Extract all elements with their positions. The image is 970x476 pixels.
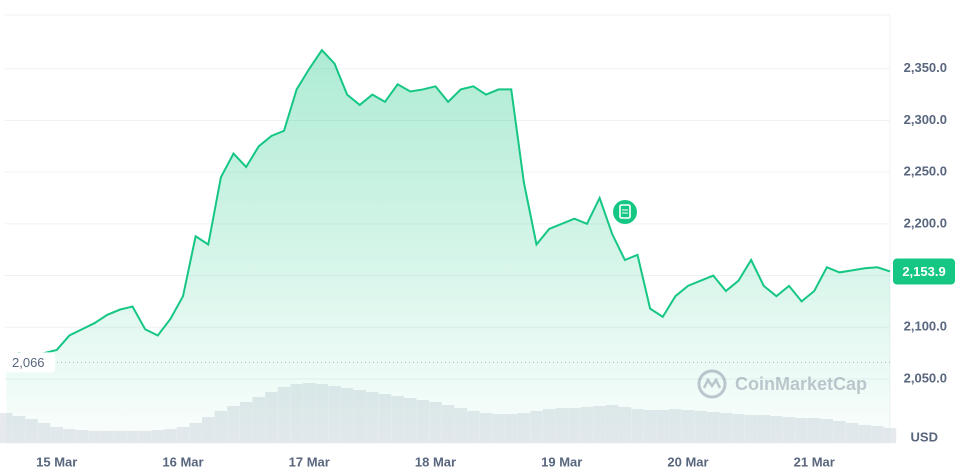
x-tick-label: 18 Mar [415,454,456,469]
reference-label-box [5,352,55,373]
x-tick-label: 19 Mar [541,454,582,469]
y-tick-label: 2,250.0 [904,164,947,179]
y-tick-label: 2,050.0 [904,370,947,385]
current-price-box [893,258,955,285]
y-tick-label: 2,200.0 [904,215,947,230]
x-tick-label: 15 Mar [36,454,77,469]
watermark: CoinMarketCap [697,369,867,399]
current-price-label: 2,153.9 [902,264,945,279]
x-tick-label: 21 Mar [794,454,835,469]
unit-label: USD [911,429,938,444]
x-tick-label: 17 Mar [289,454,330,469]
y-tick-label: 2,100.0 [904,319,947,334]
note-icon[interactable] [613,200,637,224]
x-tick-label: 16 Mar [162,454,203,469]
y-tick-label: 2,300.0 [904,112,947,127]
x-tick-label: 20 Mar [667,454,708,469]
reference-label: 2,066 [12,355,45,370]
price-area [6,50,890,444]
y-tick-label: 2,350.0 [904,60,947,75]
price-line [6,48,891,358]
watermark-text: CoinMarketCap [735,374,867,394]
